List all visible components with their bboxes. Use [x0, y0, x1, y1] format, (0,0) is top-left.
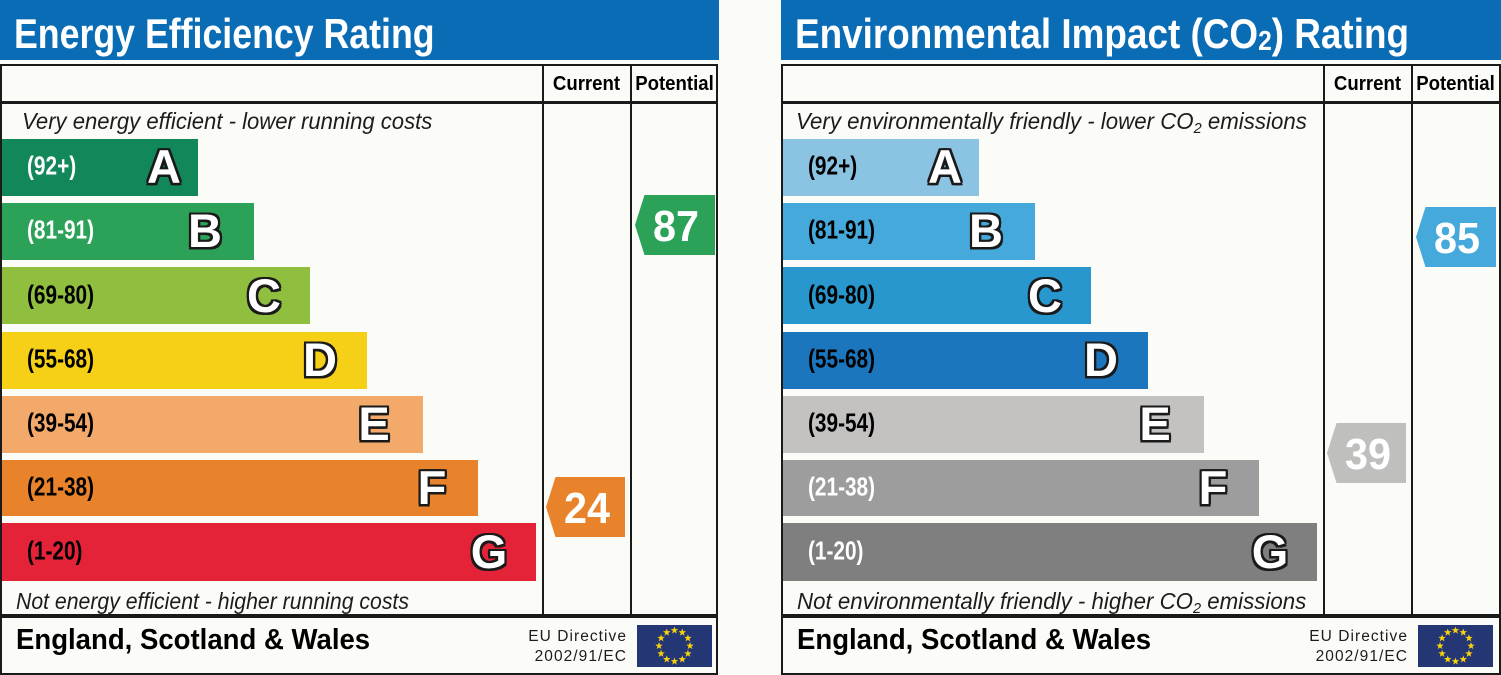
- svg-text:87: 87: [653, 202, 699, 251]
- svg-text:85: 85: [1434, 214, 1480, 263]
- svg-text:24: 24: [564, 484, 610, 533]
- svg-text:39: 39: [1345, 430, 1391, 479]
